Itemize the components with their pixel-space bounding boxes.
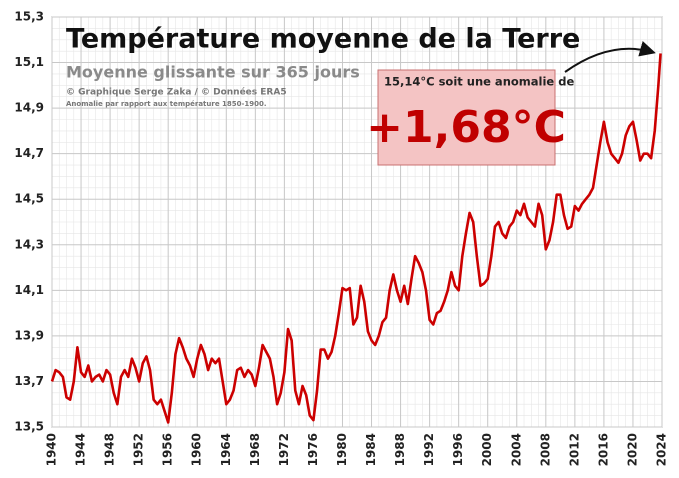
x-tick-label: 1960 (190, 433, 204, 466)
annotation-value: +1,68°C (366, 102, 566, 153)
chart-title: Température moyenne de la Terre (66, 24, 580, 55)
data-line (50, 53, 662, 424)
annotation-text: 15,14°C soit une anomalie de (384, 75, 574, 89)
annotation-box (377, 69, 556, 166)
credits: © Graphique Serge Zaka / © Données ERA5 (66, 87, 287, 98)
subtitle: Moyenne glissante sur 365 jours (66, 63, 360, 82)
note: Anomalie par rapport aux température 185… (66, 100, 267, 108)
x-tick-label: 1992 (422, 433, 436, 466)
x-tick-label: 2000 (480, 433, 494, 466)
x-tick-label: 1976 (306, 433, 320, 466)
y-tick-label: 14,9 (14, 101, 44, 115)
y-tick-label: 14,3 (14, 237, 44, 251)
x-tick-label: 1940 (45, 433, 59, 466)
y-tick-label: 14,7 (14, 146, 44, 160)
y-tick-label: 15,1 (14, 55, 44, 69)
y-tick-label: 13,9 (14, 328, 44, 342)
x-tick-label: 2012 (567, 433, 581, 466)
x-tick-label: 1948 (103, 433, 117, 466)
x-tick-label: 2016 (596, 433, 610, 466)
x-tick-label: 1944 (74, 433, 88, 466)
x-tick-label: 1980 (335, 433, 349, 466)
y-tick-label: 13,7 (14, 374, 44, 388)
x-tick-label: 1996 (451, 433, 465, 466)
arrow (564, 41, 656, 73)
x-tick-label: 1972 (277, 433, 291, 466)
x-tick-label: 2004 (509, 433, 523, 466)
x-tick-label: 1988 (393, 433, 407, 466)
x-tick-label: 1984 (364, 433, 378, 466)
x-tick-label: 2020 (625, 433, 639, 466)
x-tick-label: 1956 (161, 433, 175, 466)
y-tick-label: 13,5 (14, 420, 44, 434)
x-tick-label: 1952 (132, 433, 146, 466)
x-tick-label: 2024 (655, 433, 669, 466)
y-tick-label: 14,5 (14, 192, 44, 206)
y-tick-label: 14,1 (14, 283, 44, 297)
x-tick-label: 1964 (219, 433, 233, 466)
y-tick-label: 15,3 (14, 10, 44, 24)
x-tick-label: 1968 (248, 433, 262, 466)
x-tick-label: 2008 (538, 433, 552, 466)
